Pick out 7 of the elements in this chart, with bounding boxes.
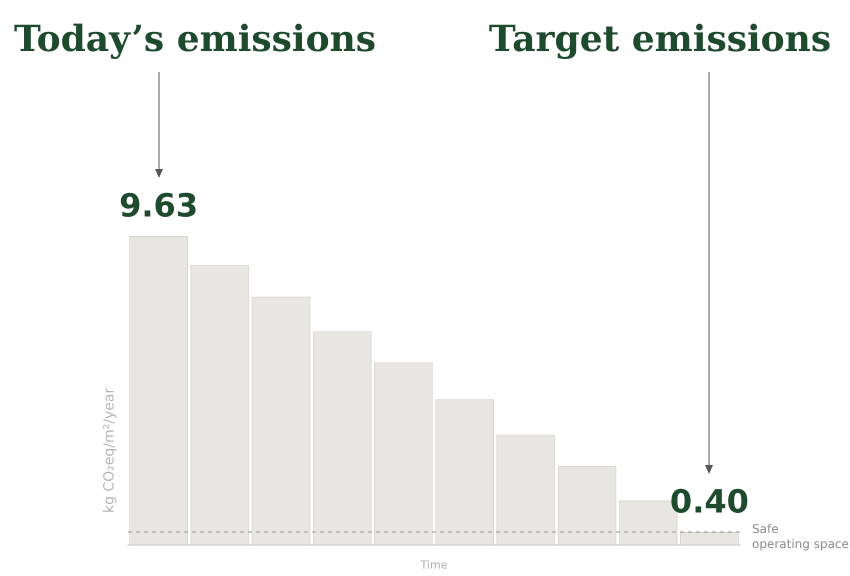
data-label: 9.63 (119, 186, 198, 224)
text: Today’s emissions (14, 18, 376, 60)
data-label: 0.40 (670, 482, 749, 520)
text: Target emissions (488, 18, 832, 60)
y-axis-title: kg CO₂eq/m²/year (102, 388, 118, 514)
x-axis-title: Time (420, 558, 448, 572)
ref-line-label: Safe operating space (752, 522, 849, 552)
